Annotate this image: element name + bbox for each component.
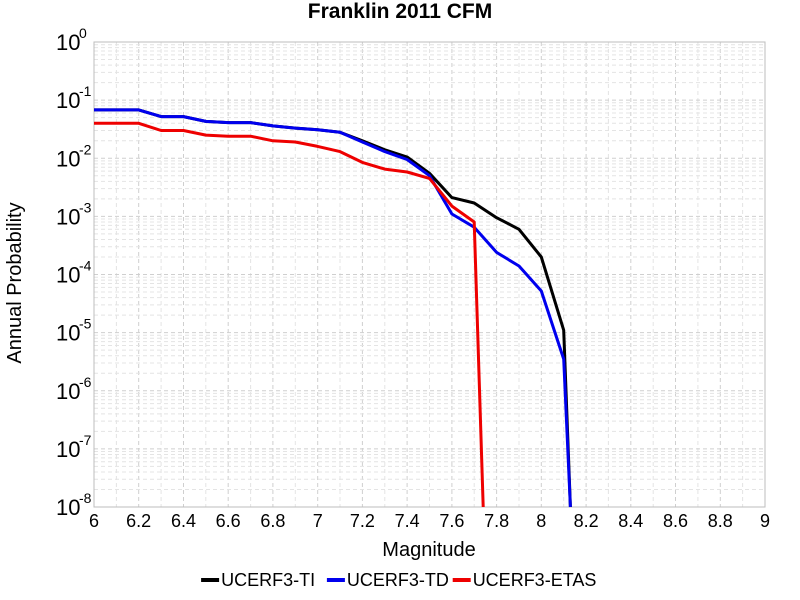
y-tick-exponent: -2	[79, 141, 92, 157]
y-tick-base: 10	[56, 437, 80, 462]
x-tick-label: 8.2	[574, 511, 599, 531]
legend-label: UCERF3-TD	[347, 570, 449, 590]
legend-item: UCERF3-TI	[201, 570, 315, 590]
series-layer	[94, 108, 572, 508]
y-tick-label: 10-8	[56, 490, 92, 520]
x-tick-label: 7	[313, 511, 323, 531]
series-line-ucerf3-etas	[94, 121, 485, 508]
y-tick-label: 10-2	[56, 141, 92, 171]
chart-title: Franklin 2011 CFM	[308, 0, 492, 23]
y-tick-base: 10	[56, 495, 80, 520]
y-tick-base: 10	[56, 146, 80, 171]
y-tick-label: 10-5	[56, 316, 92, 346]
y-tick-base: 10	[56, 30, 80, 55]
y-tick-exponent: -4	[79, 258, 92, 274]
y-tick-label: 10-7	[56, 432, 92, 462]
x-tick-label: 7.2	[350, 511, 375, 531]
y-tick-base: 10	[56, 88, 80, 113]
x-tick-label: 8	[536, 511, 546, 531]
y-tick-base: 10	[56, 263, 80, 288]
y-tick-exponent: -1	[79, 83, 92, 99]
legend-item: UCERF3-ETAS	[452, 570, 597, 590]
y-tick-label: 10-4	[56, 258, 92, 288]
y-tick-label: 10-3	[56, 199, 92, 229]
series-line-ucerf3-td	[94, 108, 572, 508]
y-tick-exponent: 0	[79, 25, 87, 41]
y-tick-label: 10-1	[56, 83, 92, 113]
y-tick-label: 100	[56, 25, 87, 55]
x-axis-label: Magnitude	[382, 539, 475, 561]
x-tick-label: 6.2	[126, 511, 151, 531]
x-tick-label: 8.8	[708, 511, 733, 531]
y-tick-exponent: -5	[79, 316, 92, 332]
grid	[93, 42, 766, 508]
legend-label: UCERF3-ETAS	[473, 570, 597, 590]
x-tick-labels: 6 6.2 6.4 6.6 6.8 7 7.2 7.4 7.6 7.8 8 8.2 8.4 8.6 8.8 9	[89, 511, 770, 531]
y-tick-base: 10	[56, 204, 80, 229]
y-tick-label: 10-6	[56, 374, 92, 404]
x-tick-label: 7.4	[395, 511, 420, 531]
y-tick-exponent: -3	[79, 199, 92, 215]
x-tick-label: 7.6	[439, 511, 464, 531]
y-tick-base: 10	[56, 321, 80, 346]
y-axis-label: Annual Probability	[4, 202, 26, 363]
x-tick-label: 6.4	[171, 511, 196, 531]
legend-item: UCERF3-TD	[326, 570, 449, 590]
legend-label: UCERF3-TI	[221, 570, 315, 590]
x-tick-label: 7.8	[484, 511, 509, 531]
x-tick-label: 9	[760, 511, 770, 531]
y-tick-exponent: -7	[79, 432, 92, 448]
y-tick-base: 10	[56, 379, 80, 404]
y-tick-exponent: -8	[79, 490, 92, 506]
y-tick-exponent: -6	[79, 374, 92, 390]
x-tick-label: 8.6	[663, 511, 688, 531]
x-tick-label: 6.8	[260, 511, 285, 531]
x-tick-label: 6	[89, 511, 99, 531]
x-tick-label: 8.4	[618, 511, 643, 531]
legend: UCERF3-TI UCERF3-TD UCERF3-ETAS	[201, 570, 596, 590]
x-tick-label: 6.6	[216, 511, 241, 531]
plot-border	[93, 41, 766, 508]
